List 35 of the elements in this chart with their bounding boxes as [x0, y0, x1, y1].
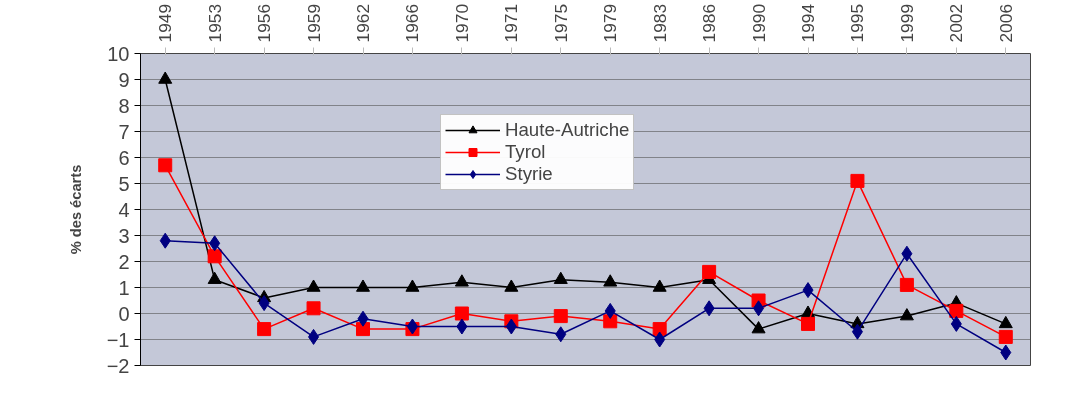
y-tick-label: 4 [118, 198, 130, 221]
x-tick-label: 1956 [254, 3, 275, 43]
x-tick-label: 1983 [649, 3, 670, 43]
y-tick-label: 5 [118, 172, 130, 195]
y-tick-label: 3 [118, 224, 130, 247]
x-tick-label: 1986 [699, 3, 720, 43]
x-tick-label: 1962 [353, 3, 373, 43]
y-tick-label: 9 [118, 68, 130, 91]
x-tick-label: 1995 [847, 3, 868, 43]
x-tick-label: 1949 [155, 3, 176, 43]
x-tick-label: 1971 [501, 3, 522, 43]
legend-label: Tyrol [505, 141, 546, 163]
y-tick-label: 1 [118, 276, 130, 299]
x-tick-label: 1959 [303, 3, 324, 43]
y-tick-label: 0 [118, 302, 130, 325]
x-tick-label: 1999 [896, 3, 917, 43]
legend-label: Haute-Autriche [505, 119, 630, 141]
x-tick-label: 1970 [451, 3, 472, 43]
x-tick-label: 2002 [946, 3, 967, 43]
legend-label: Styrie [505, 163, 553, 185]
y-tick-label: 8 [118, 94, 130, 117]
y-tick-label: 6 [118, 146, 130, 169]
x-tick-label: 2006 [995, 3, 1016, 43]
y-tick-label: −2 [106, 354, 130, 377]
x-tick-label: 1953 [204, 3, 225, 43]
x-tick-label: 1966 [402, 3, 423, 43]
x-tick-label: 1979 [600, 3, 621, 43]
x-tick-label: 1990 [748, 3, 769, 43]
y-tick-label: 2 [118, 250, 130, 273]
y-axis-title: % des écarts [67, 164, 84, 255]
x-tick-label: 1994 [798, 3, 818, 43]
y-tick-label: 7 [118, 120, 130, 143]
y-tick-label: −1 [106, 328, 130, 351]
x-tick-label: 1975 [550, 3, 571, 43]
y-tick-label: 10 [107, 42, 130, 65]
